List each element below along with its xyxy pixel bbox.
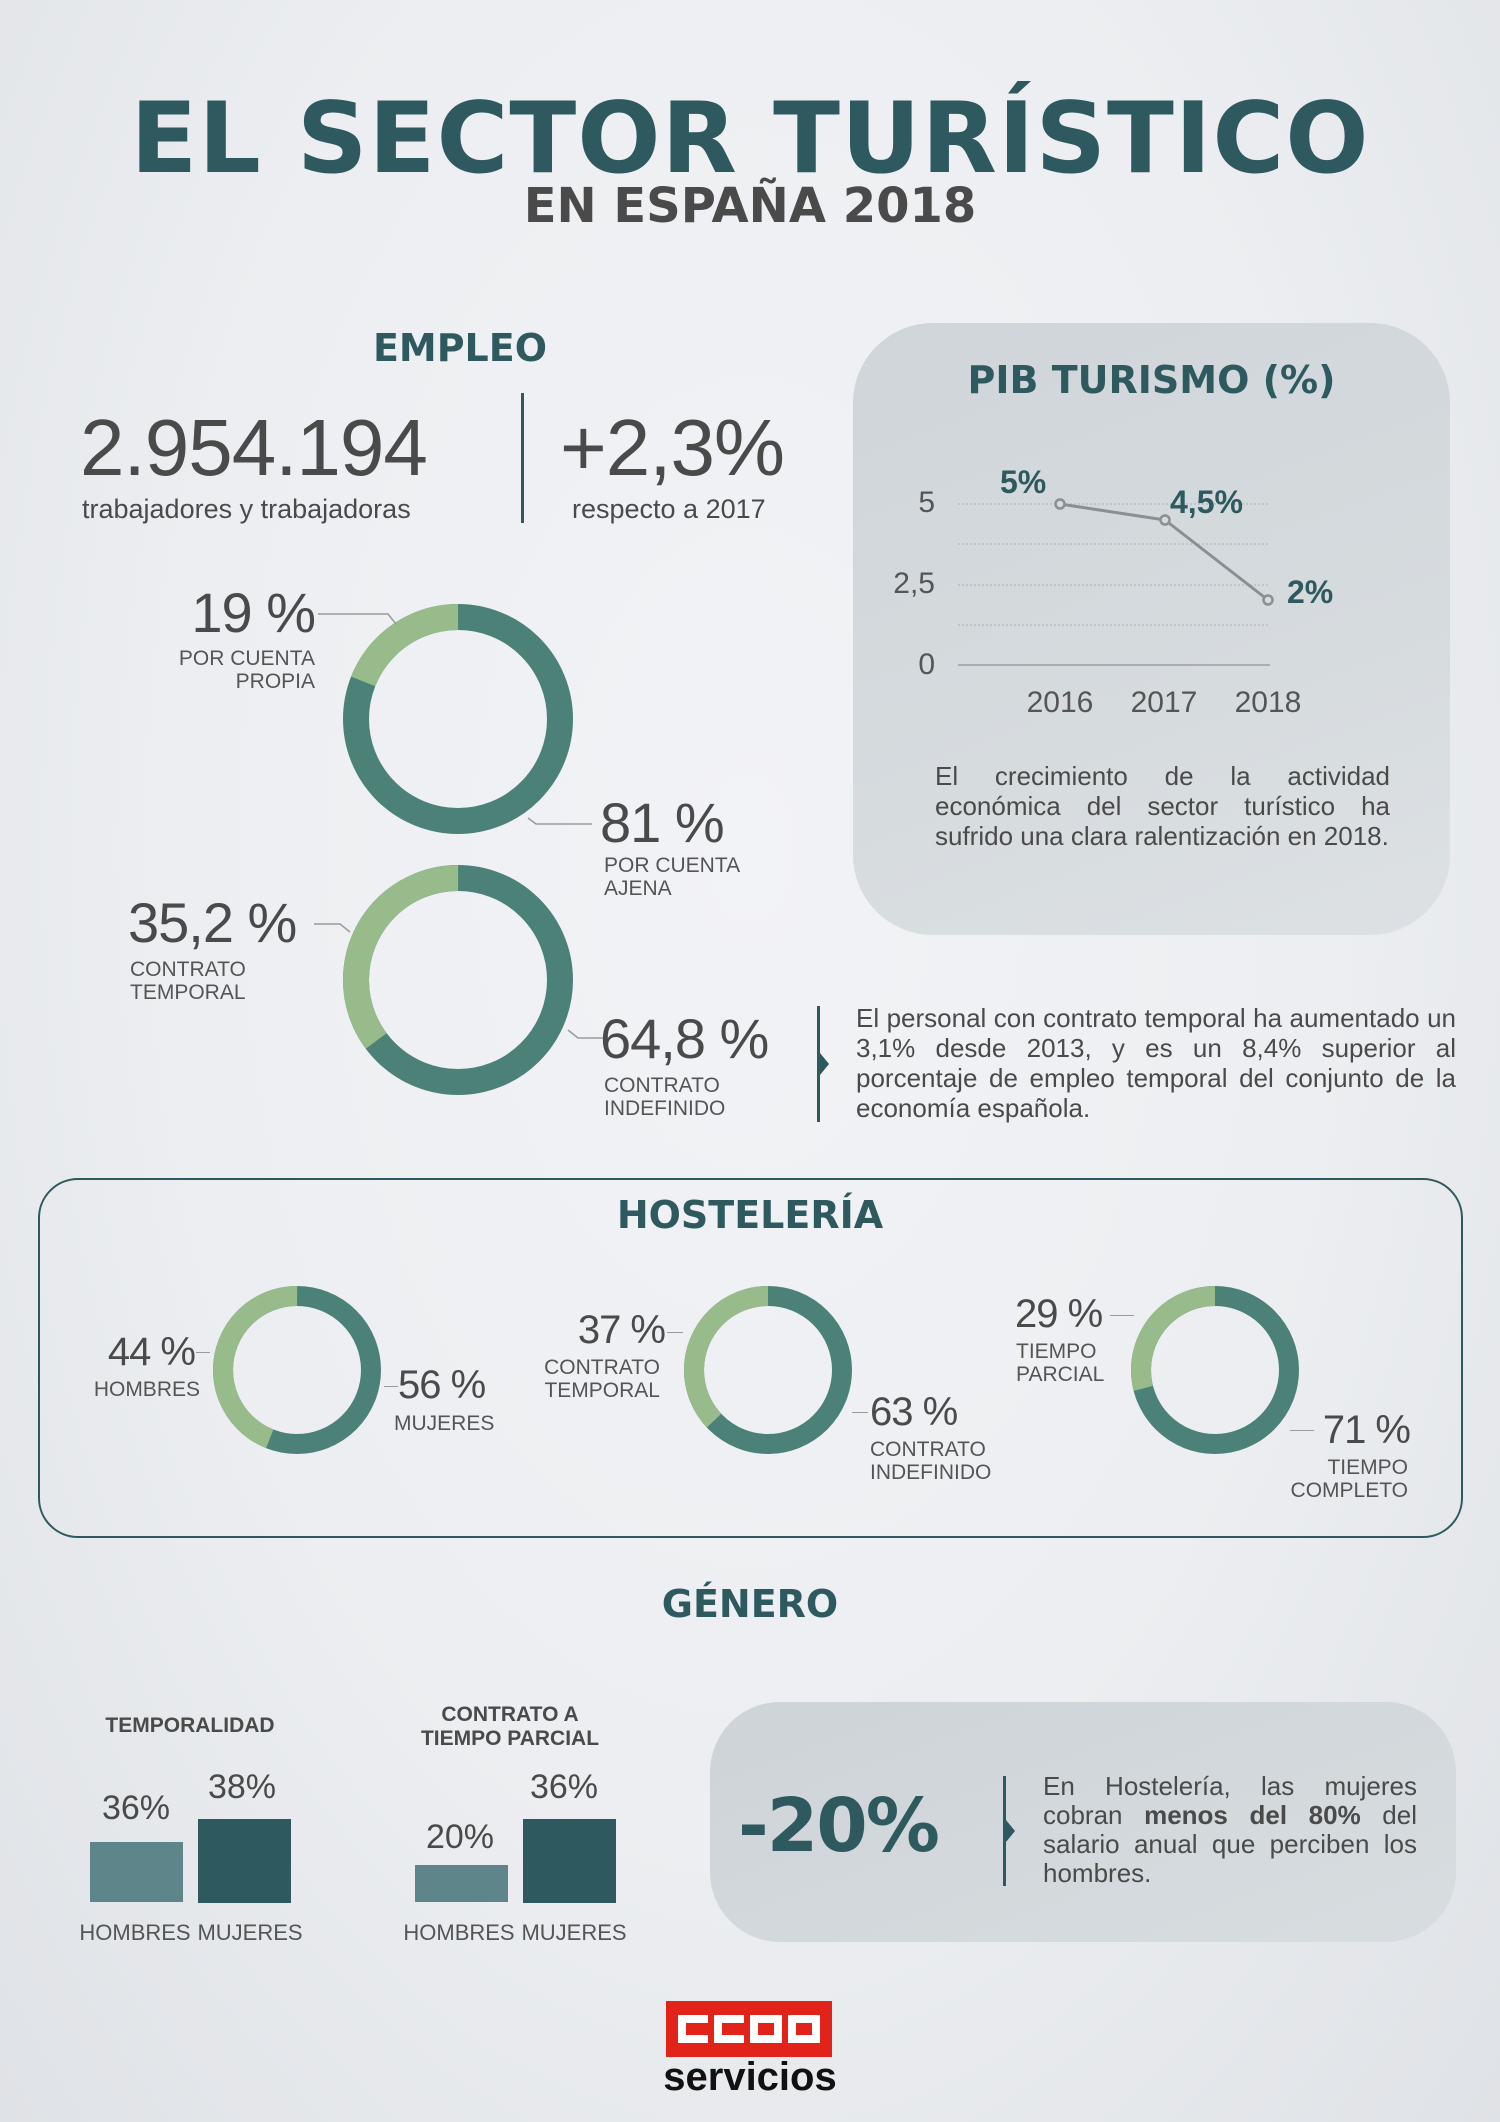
ccoo-logo-icon — [678, 2015, 820, 2043]
pct-completo: 71 % — [1322, 1408, 1411, 1452]
bar-label-mujeres: MUJERES — [197, 1920, 303, 1945]
label-parcial: TIEMPO PARCIAL — [1016, 1340, 1105, 1386]
pay-gap-panel — [710, 1702, 1456, 1942]
page-subtitle: EN ESPAÑA 2018 — [523, 178, 977, 234]
pct-indefinido: 64,8 % — [600, 1007, 769, 1070]
bar-mujeres-parcial — [523, 1819, 616, 1903]
total-workers-label: trabajadores y trabajadoras — [82, 494, 411, 524]
divider — [521, 393, 524, 523]
pay-gap-note: En Hostelería, las mujeres cobran menos … — [1043, 1771, 1417, 1888]
point-label-2018: 2% — [1287, 574, 1334, 610]
y-tick-5: 5 — [918, 486, 935, 519]
growth-value: +2,3% — [560, 403, 785, 492]
pct-propia: 19 % — [191, 581, 316, 644]
parcial-title: CONTRATO A TIEMPO PARCIAL — [420, 1703, 600, 1750]
temporalidad-title: TEMPORALIDAD — [105, 1714, 275, 1737]
leader-line — [667, 1332, 683, 1333]
pct-temporal: 35,2 % — [128, 891, 297, 954]
leader-line — [1290, 1430, 1314, 1431]
pointer-arrow-icon — [1006, 1820, 1015, 1842]
x-tick-2018: 2018 — [1234, 686, 1302, 719]
donut-jornada-chart — [1131, 1286, 1299, 1454]
label-propia: POR CUENTA PROPIA — [178, 647, 315, 693]
donut-segment-temporal — [343, 865, 573, 1095]
ccoo-servicios-text: servicios — [663, 2055, 837, 2099]
page-title: EL SECTOR TURÍSTICO — [130, 82, 1370, 196]
temporal-note: El personal con contrato temporal ha aum… — [856, 1003, 1456, 1123]
y-tick-2-5: 2,5 — [893, 567, 935, 600]
note-divider — [817, 1006, 820, 1122]
y-tick-0: 0 — [918, 648, 935, 681]
leader-lines-2 — [314, 923, 604, 1039]
data-point-2016 — [1054, 498, 1066, 510]
label-host-indefinido: CONTRATO INDEFINIDO — [870, 1438, 992, 1484]
pct-mujeres: 56 % — [398, 1363, 486, 1407]
pct-host-temporal: 37 % — [577, 1308, 666, 1352]
hosteleria-panel — [38, 1178, 1463, 1538]
label-temporal: CONTRATO TEMPORAL — [130, 958, 246, 1004]
label-host-temporal: CONTRATO TEMPORAL — [544, 1356, 660, 1402]
ccoo-logo — [666, 2001, 832, 2057]
genero-heading: GÉNERO — [661, 1582, 839, 1626]
label-completo: TIEMPO COMPLETO — [1290, 1456, 1408, 1502]
pct-ajena: 81 % — [600, 791, 725, 854]
pct-host-indefinido: 63 % — [870, 1390, 958, 1434]
gap-divider — [1003, 1776, 1006, 1886]
point-label-2017: 4,5% — [1170, 484, 1243, 520]
empleo-heading: EMPLEO — [372, 326, 548, 370]
pointer-arrow-icon — [820, 1053, 829, 1075]
x-tick-2017: 2017 — [1130, 686, 1198, 719]
bar-mujeres-temp — [198, 1819, 291, 1903]
pay-gap-value: -20% — [738, 1783, 940, 1869]
donut-cuenta-chart — [343, 604, 573, 834]
label-ajena: POR CUENTA AJENA — [604, 854, 741, 900]
data-point-2018 — [1262, 594, 1274, 606]
pct-parcial: 29 % — [1015, 1292, 1103, 1336]
x-tick-2016: 2016 — [1026, 686, 1094, 719]
leader-lines — [318, 613, 592, 825]
leader-line — [384, 1386, 398, 1387]
leader-line — [1110, 1315, 1134, 1316]
pib-panel — [853, 323, 1450, 935]
bar-label-hombres-2: HOMBRES — [403, 1920, 515, 1945]
bar-value-mujeres-temp: 38% — [207, 1768, 277, 1806]
donut-contrato-chart — [343, 865, 573, 1095]
growth-label: respecto a 2017 — [572, 494, 766, 524]
total-workers-value: 2.954.194 — [80, 403, 428, 492]
bar-label-mujeres-2: MUJERES — [521, 1920, 627, 1945]
pib-heading: PIB TURISMO (%) — [967, 358, 1336, 402]
bar-hombres-temp — [90, 1842, 183, 1902]
donut-contrato-host-chart — [684, 1286, 852, 1454]
bar-value-hombres-parcial: 20% — [425, 1818, 495, 1856]
bar-hombres-parcial — [415, 1865, 508, 1902]
pct-hombres: 44 % — [107, 1330, 196, 1374]
label-hombres: HOMBRES — [93, 1378, 200, 1401]
point-label-2016: 5% — [1000, 464, 1047, 500]
pib-note: El crecimiento de la actividad económica… — [935, 761, 1390, 851]
leader-line — [196, 1352, 210, 1353]
bar-value-hombres-temp: 36% — [101, 1789, 171, 1827]
bar-value-mujeres-parcial: 36% — [529, 1768, 599, 1806]
donut-sexo-chart — [213, 1286, 381, 1454]
data-point-2017 — [1159, 514, 1171, 526]
label-mujeres: MUJERES — [394, 1412, 495, 1435]
pib-line-chart — [958, 498, 1274, 666]
leader-line — [852, 1412, 868, 1413]
hosteleria-heading: HOSTELERÍA — [616, 1193, 884, 1237]
donut-segment-propia — [343, 604, 573, 834]
bar-label-hombres: HOMBRES — [79, 1920, 191, 1945]
label-indefinido: CONTRATO INDEFINIDO — [604, 1074, 726, 1120]
